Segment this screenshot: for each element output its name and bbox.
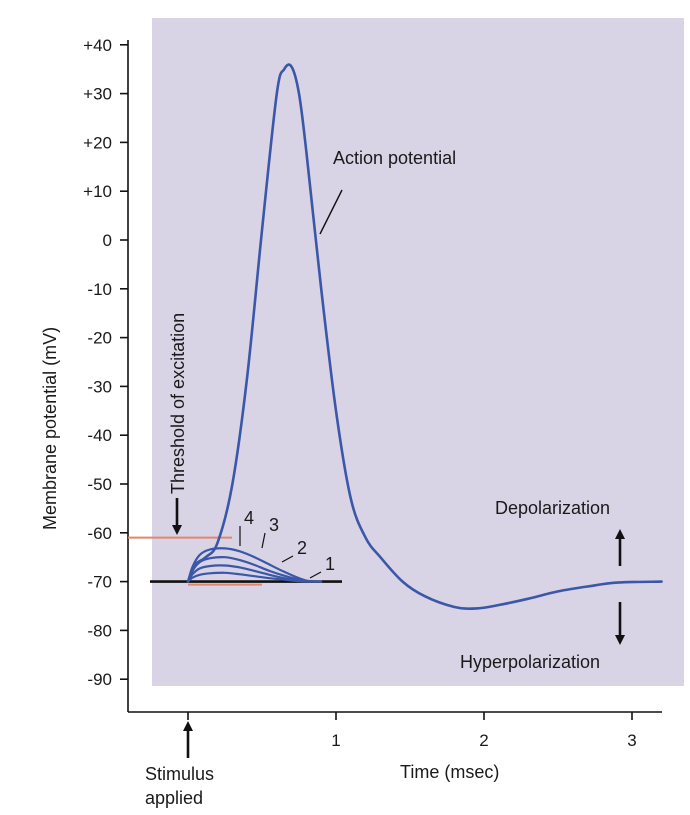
x-tick-label: 2 — [479, 731, 488, 750]
y-axis: +40 +30 +20 +10 0 -10 -20 -30 -40 -50 -60 -70 -80 -90 — [83, 36, 129, 712]
hyperpolarization-label: Hyperpolarization — [460, 652, 600, 672]
y-tick-label: -80 — [87, 621, 112, 640]
x-ticks: 1 2 3 — [187, 712, 637, 750]
y-tick-label: -30 — [87, 377, 112, 396]
y-tick-label: -70 — [87, 573, 112, 592]
action-potential-leader — [319, 189, 343, 235]
y-tick-label: +40 — [83, 36, 112, 55]
x-axis-title: Time (msec) — [400, 762, 499, 782]
subthreshold-curve-4 — [186, 547, 311, 583]
curve-label-1: 1 — [325, 554, 335, 574]
y-tick-label: +30 — [83, 85, 112, 104]
y-tick-label: +10 — [83, 182, 112, 201]
series-group: 4 321 — [186, 63, 663, 610]
threshold-label: Threshold of excitation — [168, 313, 188, 494]
y-ticks: +40 +30 +20 +10 0 -10 -20 -30 -40 -50 -60 -70 -80 -90 — [83, 36, 128, 689]
y-tick-label: +20 — [83, 133, 112, 152]
curve-label-2: 2 — [297, 538, 307, 558]
x-axis: 1 2 3 — [128, 711, 662, 750]
y-tick-label: -50 — [87, 475, 112, 494]
x-tick-label: 3 — [627, 731, 636, 750]
curve-label-leader — [309, 571, 322, 579]
y-tick-label: -20 — [87, 329, 112, 348]
y-tick-label: -90 — [87, 670, 112, 689]
y-tick-label: -10 — [87, 280, 112, 299]
curve-label-3: 3 — [269, 515, 279, 535]
y-tick-label: 0 — [103, 231, 112, 250]
stimulus-label-line1: Stimulus — [145, 764, 214, 784]
action-potential-curve — [186, 63, 663, 610]
subthreshold-curve-3 — [186, 556, 315, 583]
curve-label-leader — [281, 555, 294, 563]
y-tick-label: -40 — [87, 426, 112, 445]
y-axis-title: Membrane potential (mV) — [40, 327, 60, 530]
curve-label-4: 4 — [244, 508, 254, 528]
stimulus-label-line2: applied — [145, 788, 203, 808]
curve-label-leader — [261, 532, 266, 549]
depolarization-label: Depolarization — [495, 498, 610, 518]
y-tick-label: -60 — [87, 524, 112, 543]
x-tick-label: 1 — [331, 731, 340, 750]
plot-background — [152, 18, 684, 686]
subthreshold-curve-1 — [186, 571, 323, 583]
action-potential-label: Action potential — [333, 148, 456, 168]
